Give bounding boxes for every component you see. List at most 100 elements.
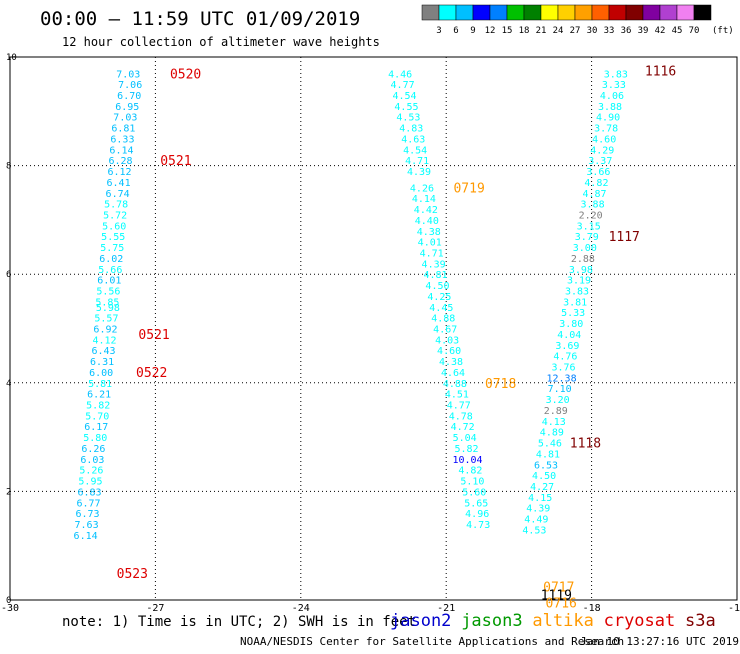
data-label: 4.60 [437, 346, 461, 357]
legend-item: jason3 [461, 611, 522, 631]
pass-annotation: 1119 [541, 589, 572, 604]
data-label: 4.29 [590, 145, 614, 156]
data-label: 7.06 [118, 80, 142, 91]
data-label: 4.38 [439, 357, 463, 368]
data-label: 4.25 [427, 292, 451, 303]
data-label: 6.77 [76, 498, 100, 509]
data-labels: 7.037.066.706.957.036.816.336.146.286.12… [74, 69, 628, 542]
data-label: 7.03 [116, 69, 140, 80]
data-label: 4.39 [422, 259, 446, 270]
pass-annotation: 0521 [138, 328, 169, 343]
data-label: 6.95 [115, 102, 139, 113]
legend: jason2 jason3 altika cryosat s3a [390, 611, 716, 631]
x-tick-label: -18 [583, 603, 601, 614]
data-label: 4.51 [445, 390, 469, 401]
data-label: 4.53 [396, 113, 420, 124]
colorbar-tick-label: 27 [570, 26, 581, 36]
data-label: 4.54 [392, 91, 416, 102]
data-label: 5.04 [453, 433, 477, 444]
colorbar-swatch [506, 4, 525, 21]
data-label: 2.88 [571, 254, 595, 265]
data-label: 4.27 [530, 482, 554, 493]
pass-annotation: 0523 [117, 567, 148, 582]
note-text: note: 1) Time is in UTC; 2) SWH is in fe… [62, 614, 416, 630]
colorbar-tick-label: 30 [587, 26, 598, 36]
chart-subtitle: 12 hour collection of altimeter wave hei… [62, 35, 380, 49]
data-label: 6.14 [74, 531, 98, 542]
colorbar-tick-label: 70 [689, 26, 700, 36]
data-label: 4.54 [403, 145, 427, 156]
pass-annotation: 0522 [136, 366, 167, 381]
data-label: 4.82 [458, 466, 482, 477]
data-label: 4.89 [540, 428, 564, 439]
data-label: 3.81 [563, 297, 587, 308]
data-label: 6.74 [106, 189, 130, 200]
data-label: 5.75 [100, 243, 124, 254]
data-label: 3.37 [588, 156, 612, 167]
pass-annotations: 0520 0521 0719 1116 1117 0521 0522 0718 1118 0523… [117, 65, 677, 612]
data-label: 6.41 [107, 178, 131, 189]
data-label: 5.57 [94, 314, 118, 325]
colorbar-unit: (ft) [712, 26, 734, 36]
legend-item: jason2 [390, 611, 451, 631]
colorbar-swatch [421, 4, 440, 21]
x-tick-label: -15 [728, 603, 740, 614]
data-label: 6.17 [84, 422, 108, 433]
data-label: 4.67 [433, 325, 457, 336]
data-label: 4.83 [399, 124, 423, 135]
data-label: 4.81 [423, 270, 447, 281]
data-label: 4.64 [441, 368, 465, 379]
data-label: 3.76 [551, 363, 575, 374]
pass-annotation: 0719 [453, 181, 484, 196]
data-label: 4.60 [592, 134, 616, 145]
y-tick-label: 10 [6, 53, 17, 63]
y-tick-label: 8 [6, 162, 11, 172]
colorbar-tick-label: 42 [655, 26, 666, 36]
colorbar-swatch [608, 4, 627, 21]
data-label: 5.66 [98, 265, 122, 276]
colorbar-swatch [472, 4, 491, 21]
data-label: 4.46 [388, 69, 412, 80]
data-label: 5.78 [104, 200, 128, 211]
data-label: 5.80 [83, 433, 107, 444]
colorbar-tick-label: 45 [672, 26, 683, 36]
data-label: 6.02 [99, 254, 123, 265]
data-label: 4.88 [443, 379, 467, 390]
y-tick-label: 2 [6, 487, 11, 497]
data-label: 4.13 [542, 417, 566, 428]
colorbar-tick-label: 36 [621, 26, 632, 36]
colorbar-tick-label: 12 [485, 26, 496, 36]
data-label: 6.03 [80, 455, 104, 466]
colorbar-swatch [489, 4, 508, 21]
data-label: 4.42 [414, 205, 438, 216]
data-label: 6.43 [91, 346, 115, 357]
data-label: 5.46 [538, 439, 562, 450]
colorbar-tick-label: 6 [453, 26, 458, 36]
data-label: 4.45 [429, 303, 453, 314]
data-label: 6.33 [110, 134, 134, 145]
legend-item: altika [532, 611, 593, 631]
data-label: 3.83 [565, 286, 589, 297]
data-label: 3.00 [573, 243, 597, 254]
pass-annotation: 0717 [543, 580, 574, 595]
data-label: 3.79 [575, 232, 599, 243]
data-label: 5.60 [102, 221, 126, 232]
data-label: 3.33 [602, 80, 626, 91]
colorbar-tick-label: 18 [519, 26, 530, 36]
data-label: 4.50 [532, 471, 556, 482]
data-label: 4.15 [528, 493, 552, 504]
footer-left: NOAA/NESDIS Center for Satellite Applica… [240, 635, 624, 648]
data-label: 4.88 [431, 314, 455, 325]
data-label: 6.70 [117, 91, 141, 102]
data-label: 6.73 [75, 509, 99, 520]
data-label: 4.38 [417, 227, 441, 238]
data-label: 3.98 [569, 265, 593, 276]
data-label: 5.55 [101, 232, 125, 243]
data-label: 4.82 [584, 178, 608, 189]
data-label: 4.72 [451, 422, 475, 433]
data-label: 4.81 [536, 449, 560, 460]
colorbar-tick-label: 33 [604, 26, 615, 36]
data-label: 7.10 [548, 384, 572, 395]
